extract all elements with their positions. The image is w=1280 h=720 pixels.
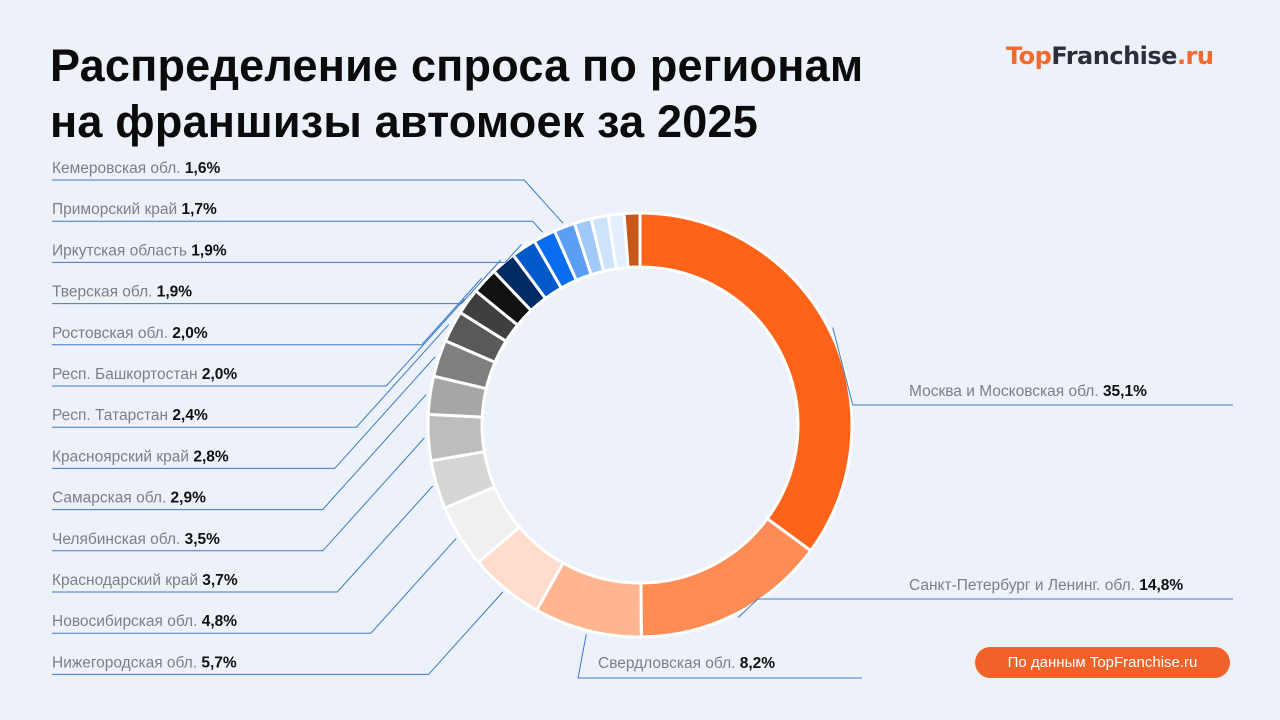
slice-label-value: 1,9%: [191, 242, 227, 259]
logo-part-ru: .ru: [1176, 42, 1214, 70]
slice-label: Ростовская обл. 2,0%: [52, 325, 208, 342]
slice-label: Самарская обл. 2,9%: [52, 490, 206, 507]
donut-slice: [622, 211, 642, 270]
slice-label: Челябинская обл. 3,5%: [52, 531, 220, 548]
slice-label-value: 4,8%: [202, 613, 238, 630]
slice-label-name: Тверская обл.: [52, 284, 157, 301]
title-line-1: Распределение спроса по регионам: [50, 40, 864, 91]
slice-label-name: Нижегородская обл.: [52, 654, 201, 671]
slice-label-name: Свердловская обл.: [598, 655, 740, 672]
slice-label-value: 2,0%: [202, 366, 238, 383]
slice-label-name: Самарская обл.: [52, 490, 171, 507]
slice-label-value: 2,0%: [172, 325, 208, 342]
leader-line: [832, 327, 1233, 406]
slice-label-name: Краснодарский край: [52, 572, 202, 589]
leader-line: [52, 179, 564, 224]
slice-label-name: Санкт-Петербург и Ленинг. обл.: [909, 577, 1139, 594]
slice-label-name: Москва и Московская обл.: [909, 383, 1103, 400]
slice-label-value: 3,5%: [185, 531, 221, 548]
slice-label: Респ. Башкортостан 2,0%: [52, 366, 237, 383]
logo-part-top: Top: [1006, 42, 1052, 70]
slice-label: Тверская обл. 1,9%: [52, 284, 192, 301]
title-line-2: на франшизы автомоек за 2025: [50, 96, 758, 147]
leader-line: [52, 259, 502, 305]
donut-slices: [426, 211, 854, 639]
slice-label-name: Респ. Башкортостан: [52, 366, 202, 383]
slice-label-name: Красноярский край: [52, 448, 193, 465]
slice-label: Свердловская обл. 8,2%: [598, 655, 775, 672]
topfranchise-logo[interactable]: TopFranchise.ru: [1006, 42, 1214, 70]
slice-label-value: 2,8%: [193, 448, 229, 465]
slice-label-value: 1,7%: [181, 201, 217, 218]
slice-label: Кемеровская обл. 1,6%: [52, 160, 220, 177]
slice-label: Новосибирская обл. 4,8%: [52, 613, 237, 630]
slice-label: Нижегородская обл. 5,7%: [52, 654, 237, 671]
slice-label-value: 2,4%: [172, 407, 208, 424]
leader-line: [52, 485, 434, 593]
slice-label-name: Новосибирская обл.: [52, 613, 202, 630]
slice-label-name: Челябинская обл.: [52, 531, 185, 548]
slice-label-name: Приморский край: [52, 201, 181, 218]
donut-slice: [426, 412, 486, 463]
leader-line: [737, 598, 1233, 618]
slice-label-value: 2,9%: [171, 490, 207, 507]
slice-label-value: 8,2%: [740, 655, 776, 672]
source-button[interactable]: По данным TopFranchise.ru: [975, 647, 1230, 678]
slice-label-value: 35,1%: [1103, 383, 1147, 400]
leader-line: [52, 324, 450, 428]
slice-label: Красноярский край 2,8%: [52, 448, 229, 465]
slice-label: Москва и Московская обл. 35,1%: [909, 383, 1147, 400]
leader-line: [52, 298, 465, 387]
leader-lines: [52, 179, 1233, 679]
page-title: Распределение спроса по регионам на франш…: [50, 38, 863, 150]
slice-label: Краснодарский край 3,7%: [52, 572, 238, 589]
slice-label: Приморский край 1,7%: [52, 201, 217, 218]
slice-label: Санкт-Петербург и Ленинг. обл. 14,8%: [909, 577, 1183, 594]
leader-line: [52, 220, 543, 233]
slice-label-value: 3,7%: [202, 572, 238, 589]
leader-line: [52, 277, 482, 346]
leader-line: [52, 538, 457, 634]
slice-label-name: Кемеровская обл.: [52, 160, 185, 177]
leader-line: [52, 591, 504, 675]
leader-line: [52, 437, 425, 552]
donut-slice: [638, 211, 854, 553]
leader-line: [577, 634, 862, 679]
slice-labels: Москва и Московская обл. 35,1% Санкт-Пете…: [52, 160, 1183, 672]
donut-slice: [639, 516, 813, 639]
leader-line: [52, 394, 427, 511]
slice-label-value: 5,7%: [201, 654, 237, 671]
slice-label: Иркутская область 1,9%: [52, 242, 227, 259]
slice-label-name: Респ. Татарстан: [52, 407, 172, 424]
slice-label-name: Иркутская область: [52, 242, 191, 259]
leader-line: [52, 244, 522, 263]
logo-part-franchise: Franchise: [1051, 42, 1177, 70]
slice-label-value: 14,8%: [1139, 577, 1183, 594]
slice-label: Респ. Татарстан 2,4%: [52, 407, 208, 424]
leader-line: [52, 356, 436, 469]
slice-label-value: 1,6%: [185, 160, 221, 177]
slice-label-name: Ростовская обл.: [52, 325, 172, 342]
slice-label-value: 1,9%: [157, 284, 193, 301]
